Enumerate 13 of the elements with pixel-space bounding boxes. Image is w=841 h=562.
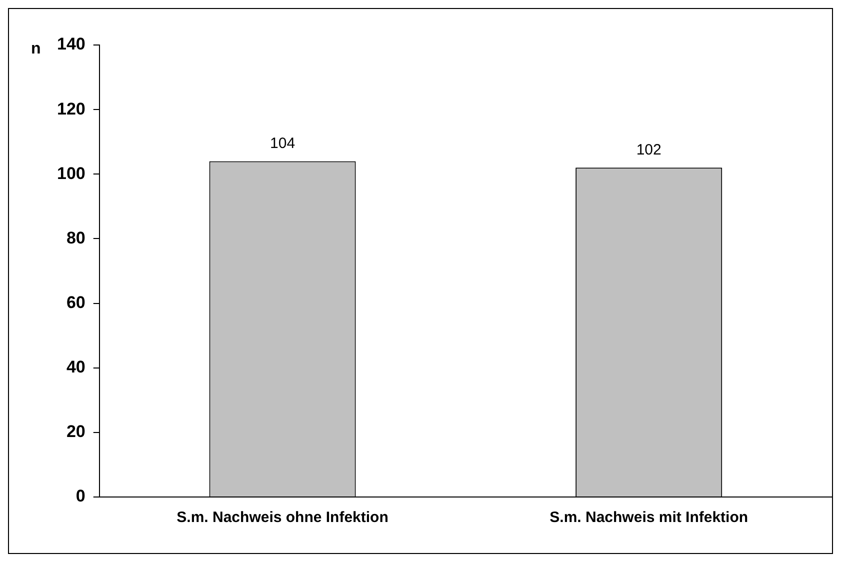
y-tick-label: 140 [56, 34, 86, 54]
data-label: 102 [636, 141, 662, 158]
y-tick-label: 0 [76, 486, 86, 506]
y-tick-label: 100 [56, 164, 86, 183]
y-axis-title: n [31, 40, 41, 58]
y-tick-label: 40 [66, 358, 86, 377]
data-label: 104 [270, 134, 296, 152]
x-tick-label: S.m. Nachweis ohne Infektion [176, 509, 388, 526]
y-tick-label: 60 [66, 292, 86, 312]
x-tick-label: S.m. Nachweis mit Infektion [550, 509, 748, 526]
y-tick-label: 120 [56, 99, 86, 118]
y-tick-label: 80 [66, 228, 86, 248]
y-tick-label: 20 [66, 422, 86, 442]
